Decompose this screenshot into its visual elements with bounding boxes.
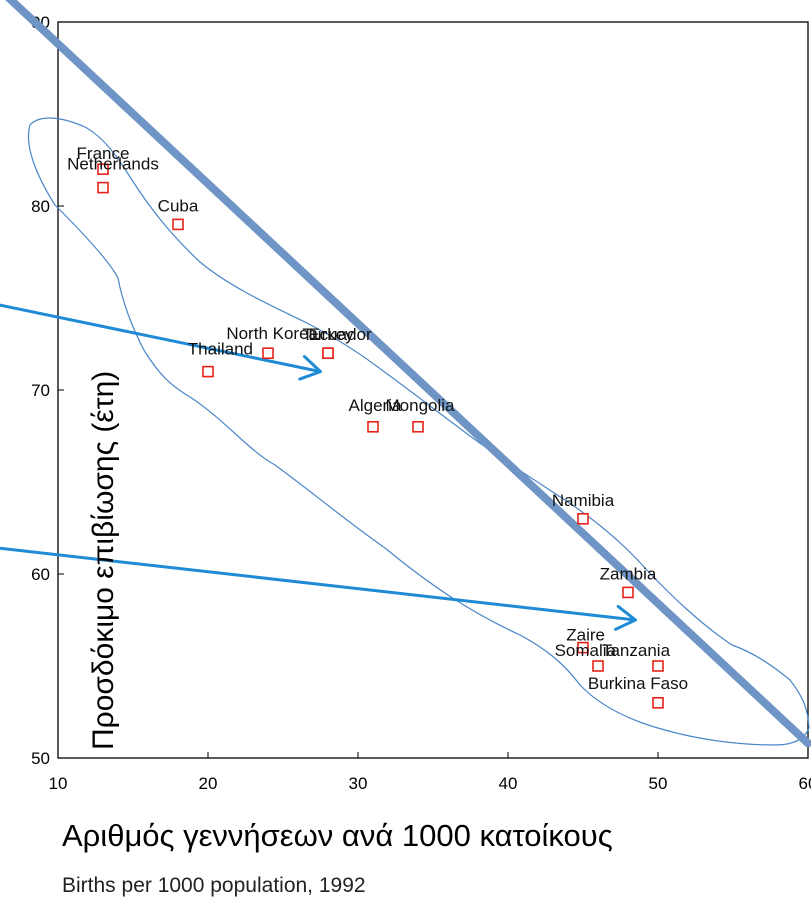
point-north-korea xyxy=(262,347,274,360)
label-france: France xyxy=(77,144,130,163)
x-tick-label-2: 30 xyxy=(349,774,368,793)
point-tanzania xyxy=(652,660,664,672)
data-points xyxy=(97,163,664,709)
label-north-korea: North Korea xyxy=(226,324,318,343)
x-tick-label-3: 40 xyxy=(499,774,518,793)
point-ecuador xyxy=(322,347,334,360)
arrow-0-shaft xyxy=(0,303,321,374)
point-france xyxy=(97,163,109,175)
y-axis-label: Προσδόκιμο επιβίωσης (έτη) xyxy=(87,371,120,750)
point-somalia xyxy=(592,660,604,672)
label-cuba: Cuba xyxy=(158,196,199,215)
label-thailand: Thailand xyxy=(188,340,253,359)
label-ecuador: Ecuador xyxy=(308,325,372,344)
arrows xyxy=(0,303,637,631)
y-tick-label-3: 80 xyxy=(31,197,50,216)
y-tick-label-1: 60 xyxy=(31,565,50,584)
x-tick-label-5: 60 xyxy=(799,774,811,793)
label-netherlands: Netherlands xyxy=(67,155,159,174)
label-somalia: Somalia xyxy=(555,641,617,660)
x-axis-label: Αριθμός γεννήσεων ανά 1000 κατοίκους xyxy=(62,818,613,853)
arrow-1-shaft xyxy=(0,546,636,622)
point-cuba xyxy=(172,218,184,231)
label-burkina-faso: Burkina Faso xyxy=(588,674,688,693)
label-zambia: Zambia xyxy=(600,564,657,583)
point-namibia xyxy=(577,512,589,525)
y-tick-label-2: 70 xyxy=(31,381,50,400)
point-burkina-faso xyxy=(652,696,664,709)
label-algeria: Algeria xyxy=(349,396,402,415)
x-tick-label-4: 50 xyxy=(649,774,668,793)
arrow-1-head xyxy=(614,604,637,631)
point-mongolia xyxy=(412,420,424,433)
point-zambia xyxy=(622,586,634,599)
point-algeria xyxy=(367,420,379,433)
label-turkey: Turkey xyxy=(302,325,354,344)
chart-caption: Births per 1000 population, 1992 xyxy=(62,874,366,897)
label-namibia: Namibia xyxy=(552,491,615,510)
x-tick-label-0: 10 xyxy=(49,774,68,793)
label-zaire: Zaire xyxy=(566,626,605,645)
arrow-0-head xyxy=(298,355,322,381)
label-mongolia: Mongolia xyxy=(386,396,456,415)
y-tick-label-0: 50 xyxy=(31,749,50,768)
point-thailand xyxy=(202,365,214,378)
point-zaire xyxy=(577,641,589,654)
point-netherlands xyxy=(97,181,109,194)
data-envelope-outline xyxy=(27,117,810,746)
label-tanzania: Tanzania xyxy=(602,641,671,660)
x-tick-label-1: 20 xyxy=(199,774,218,793)
trend-line xyxy=(5,0,811,748)
